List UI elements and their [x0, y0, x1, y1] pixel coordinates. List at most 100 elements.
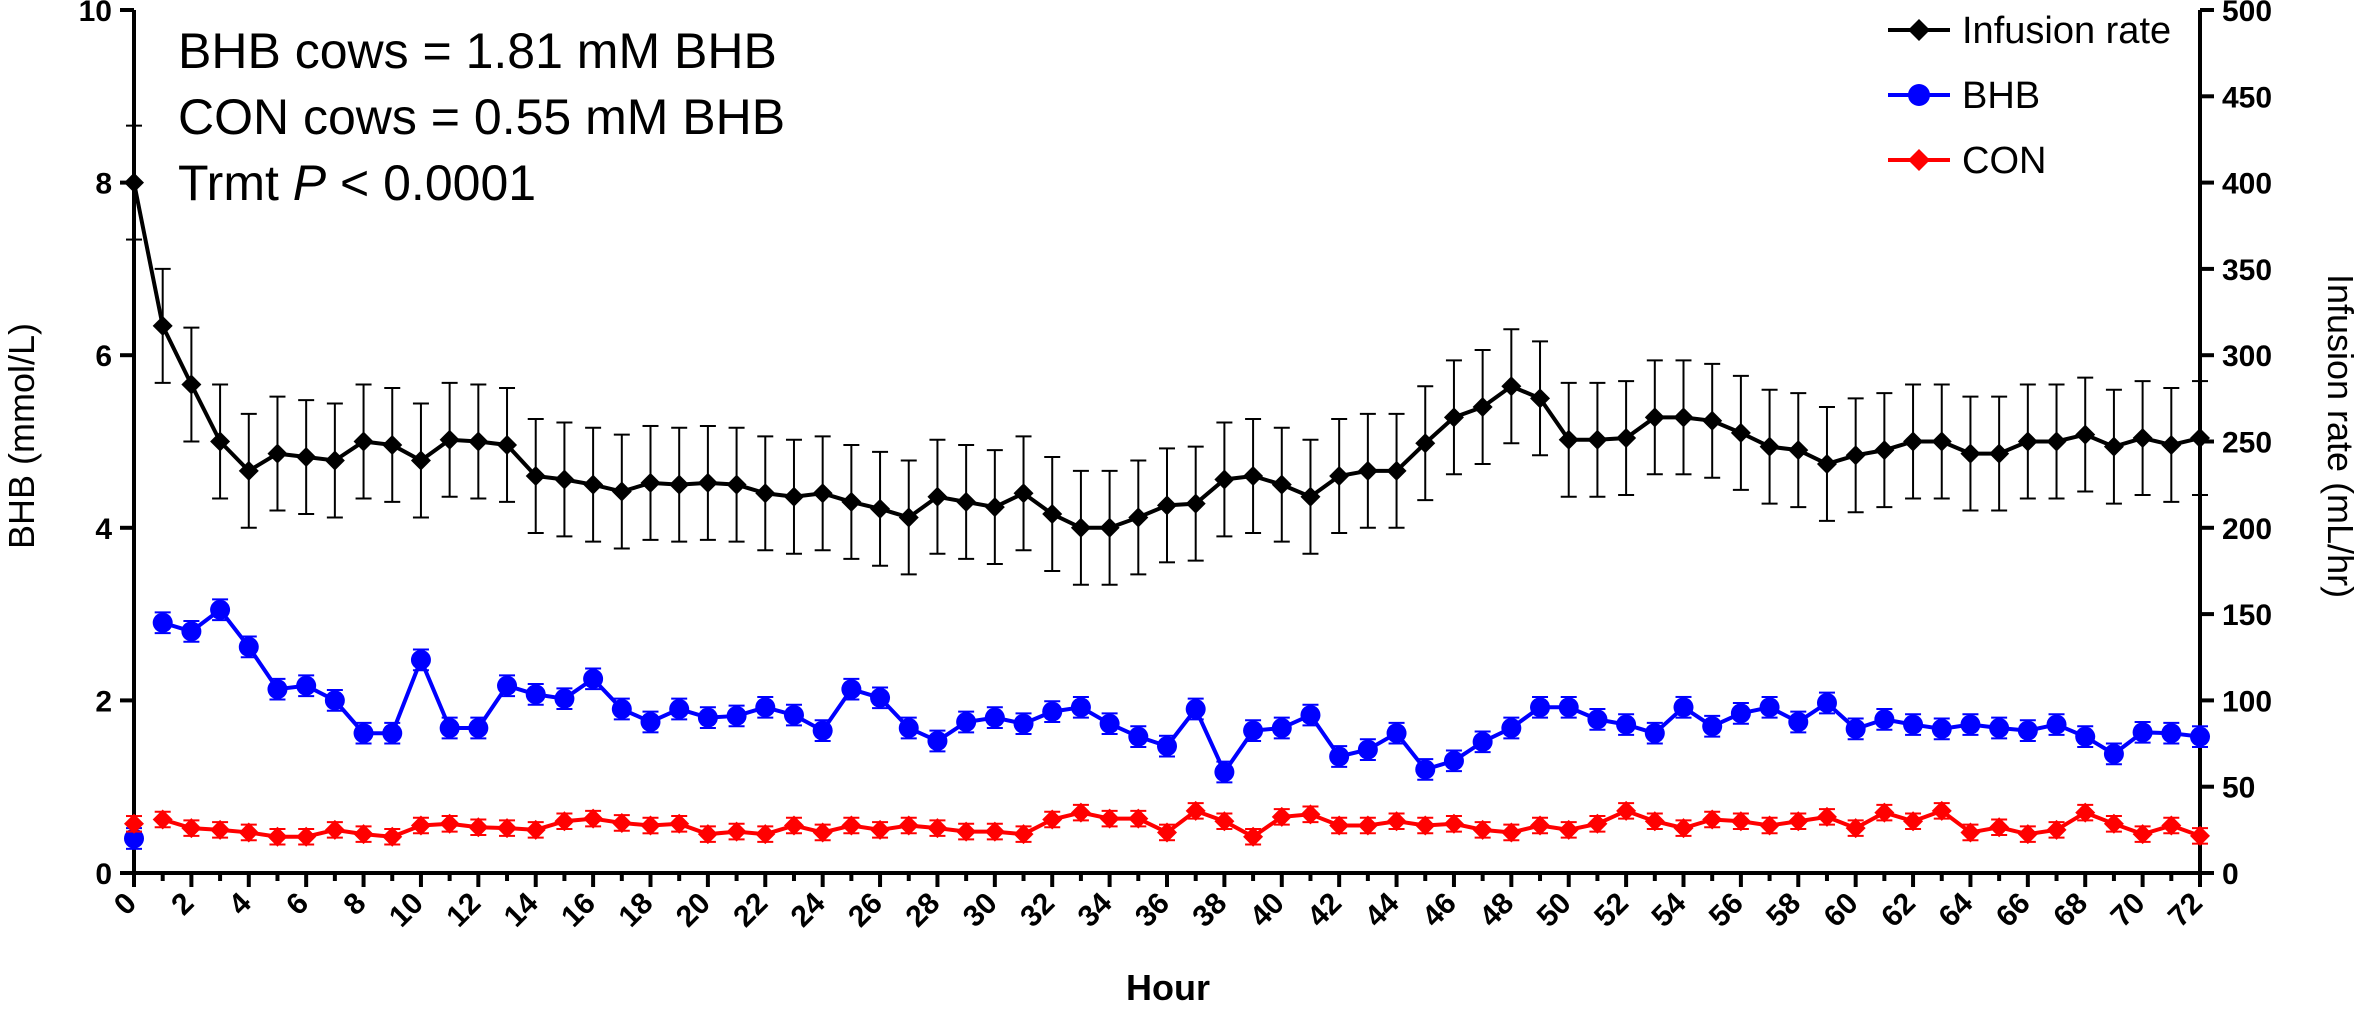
- data-point: [1673, 407, 1694, 428]
- data-point: [124, 813, 144, 834]
- data-point: [1329, 815, 1350, 836]
- data-point: [2132, 722, 2153, 743]
- data-point: [1759, 697, 1780, 718]
- data-point: [210, 431, 231, 452]
- data-point: [611, 699, 632, 720]
- data-point: [1329, 746, 1350, 767]
- annotation-bhb-cows: BHB cows = 1.81 mM BHB: [178, 23, 777, 79]
- data-point: [984, 821, 1005, 842]
- x-tick-label: 56: [1703, 887, 1750, 934]
- data-point: [1960, 443, 1981, 464]
- x-tick-label: 44: [1359, 886, 1406, 933]
- data-point: [554, 688, 575, 709]
- data-point: [1042, 503, 1063, 524]
- data-point: [353, 431, 374, 452]
- data-point: [1530, 388, 1551, 409]
- x-tick-label: 26: [842, 887, 889, 934]
- legend-item: Infusion rate: [1888, 10, 2171, 52]
- data-point: [1386, 811, 1407, 832]
- data-point: [1673, 818, 1694, 839]
- data-point: [525, 684, 546, 705]
- right-y-tick-label: 300: [2222, 340, 2272, 373]
- data-point: [267, 443, 288, 464]
- x-tick-label: 64: [1932, 886, 1979, 933]
- series-line: [162, 607, 2201, 777]
- data-point: [267, 679, 288, 700]
- right-y-tick-label: 400: [2222, 168, 2272, 201]
- data-point: [1271, 474, 1292, 495]
- data-point: [583, 808, 604, 829]
- data-point: [2017, 720, 2038, 741]
- data-point: [1157, 822, 1177, 843]
- data-point: [2132, 824, 2153, 845]
- x-axis-title: Hour: [1126, 967, 1210, 1008]
- data-point: [898, 815, 919, 836]
- data-point: [296, 675, 317, 696]
- series-con: [124, 800, 2210, 847]
- data-point: [2046, 714, 2067, 735]
- data-point: [812, 483, 833, 504]
- data-point: [1530, 697, 1551, 718]
- data-point: [583, 474, 604, 495]
- data-point: [2075, 726, 2096, 747]
- data-point: [783, 705, 804, 726]
- data-point: [238, 822, 259, 843]
- x-tick-label: 72: [2162, 887, 2209, 934]
- data-point: [1013, 713, 1034, 734]
- data-point: [1730, 422, 1751, 443]
- data-point: [1300, 486, 1321, 507]
- data-point: [1989, 817, 2010, 838]
- data-point: [2017, 431, 2038, 452]
- x-tick-label: 32: [1014, 887, 1061, 934]
- data-point: [1702, 809, 1723, 830]
- data-point: [697, 824, 718, 845]
- data-point: [1874, 709, 1895, 730]
- data-point: [583, 668, 604, 689]
- data-point: [2190, 825, 2210, 846]
- data-point: [783, 486, 804, 507]
- data-point: [525, 819, 546, 840]
- data-point: [1960, 822, 1981, 843]
- data-point: [1386, 723, 1407, 744]
- data-point: [439, 813, 460, 834]
- data-point: [353, 824, 374, 845]
- data-point: [1702, 716, 1723, 737]
- data-point: [812, 720, 833, 741]
- x-tick-label: 18: [613, 887, 660, 934]
- data-point: [1616, 428, 1637, 449]
- data-point: [210, 599, 231, 620]
- data-point: [1243, 826, 1264, 847]
- data-point: [1558, 429, 1579, 450]
- data-point: [2190, 428, 2210, 449]
- data-point: [1903, 431, 1924, 452]
- x-tick-label: 40: [1244, 887, 1291, 934]
- data-point: [1616, 714, 1637, 735]
- data-point: [1816, 692, 1837, 713]
- data-point: [1530, 815, 1551, 836]
- legend-label: Infusion rate: [1962, 10, 2171, 52]
- data-point: [1501, 822, 1522, 843]
- data-point: [2161, 434, 2182, 455]
- data-point: [1415, 433, 1436, 454]
- data-point: [2075, 424, 2096, 445]
- x-tick-label: 0: [108, 887, 143, 922]
- data-point: [382, 826, 403, 847]
- data-point: [181, 621, 202, 642]
- data-point: [1730, 703, 1751, 724]
- data-point: [755, 697, 776, 718]
- x-tick-label: 68: [2047, 887, 2094, 934]
- data-point: [1128, 726, 1149, 747]
- data-point: [841, 491, 862, 512]
- data-point: [439, 718, 460, 739]
- x-tick-label: 24: [785, 886, 832, 933]
- data-point: [1616, 800, 1637, 821]
- data-point: [755, 483, 776, 504]
- x-tick-label: 48: [1473, 887, 1520, 934]
- right-y-tick-label: 200: [2222, 513, 2272, 546]
- data-point: [210, 819, 231, 840]
- data-point: [1501, 718, 1522, 739]
- data-point: [1903, 714, 1924, 735]
- data-point: [124, 828, 144, 849]
- data-point: [1759, 815, 1780, 836]
- data-point: [812, 822, 833, 843]
